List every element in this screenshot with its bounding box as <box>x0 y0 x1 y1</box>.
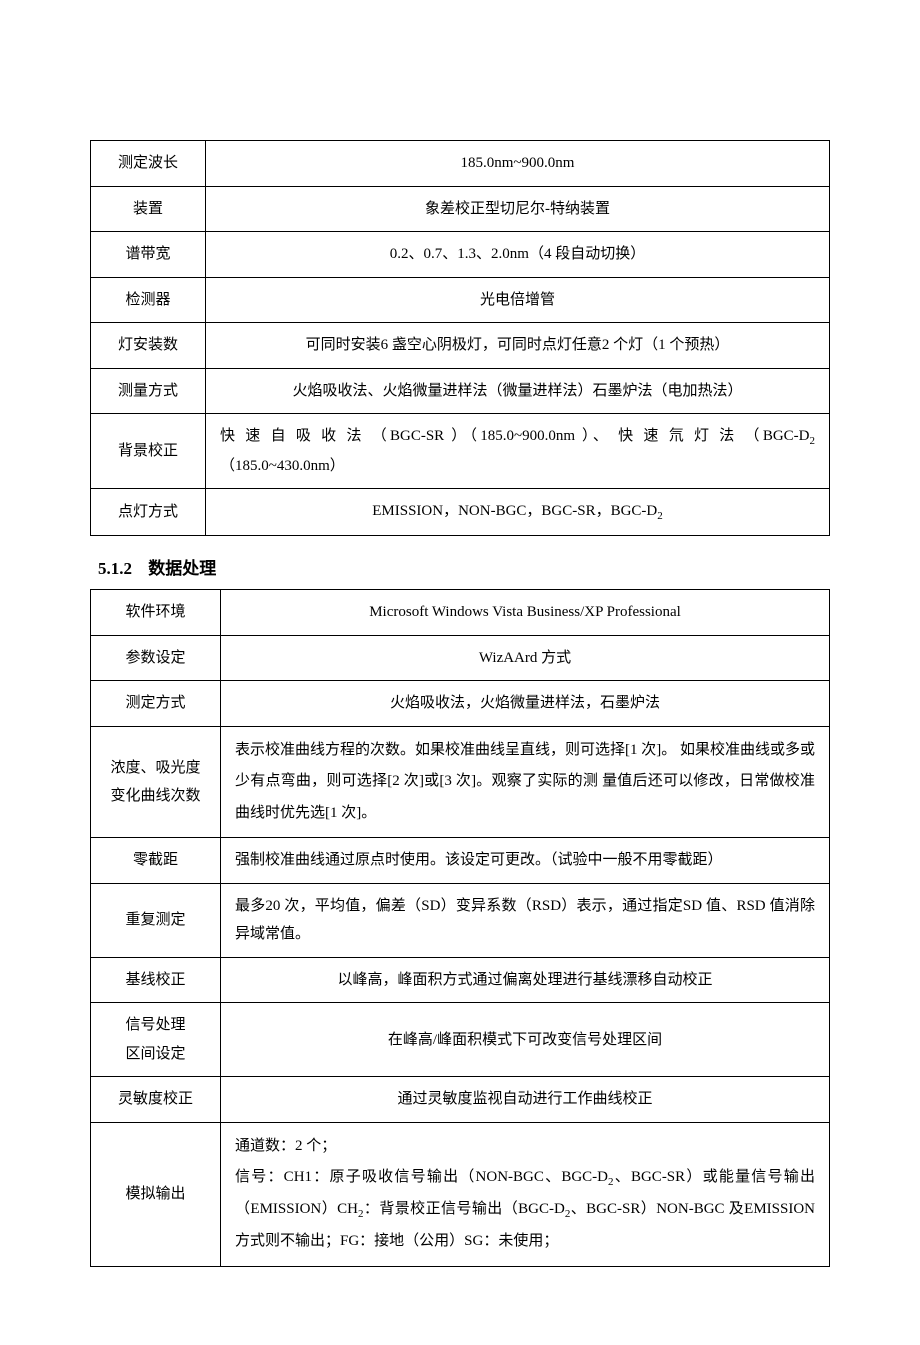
row-label: 重复测定 <box>91 883 221 957</box>
table-row: 灯安装数可同时安装6 盏空心阴极灯，可同时点灯任意2 个灯（1 个预热） <box>91 323 830 369</box>
section-heading: 5.1.2 数据处理 <box>98 554 830 579</box>
row-value: 快 速 自 吸 收 法 （BGC-SR ）（185.0~900.0nm ）、 快… <box>206 414 830 489</box>
table-row: 参数设定WizAArd 方式 <box>91 635 830 681</box>
table-row: 基线校正以峰高，峰面积方式通过偏离处理进行基线漂移自动校正 <box>91 957 830 1003</box>
row-value: 强制校准曲线通过原点时使用。该设定可更改。（试验中一般不用零截距） <box>221 838 830 884</box>
row-label: 模拟输出 <box>91 1122 221 1266</box>
table-row: 浓度、吸光度变化曲线次数表示校准曲线方程的次数。如果校准曲线呈直线，则可选择[1… <box>91 726 830 838</box>
row-value: 0.2、0.7、1.3、2.0nm（4 段自动切换） <box>206 232 830 278</box>
table-row: 模拟输出通道数：2 个；信号：CH1：原子吸收信号输出（NON-BGC、BGC-… <box>91 1122 830 1266</box>
row-label: 谱带宽 <box>91 232 206 278</box>
table-row: 软件环境Microsoft Windows Vista Business/XP … <box>91 590 830 636</box>
table-row: 检测器光电倍增管 <box>91 277 830 323</box>
row-label: 浓度、吸光度变化曲线次数 <box>91 726 221 838</box>
row-label: 测量方式 <box>91 368 206 414</box>
table-row: 测定方式火焰吸收法，火焰微量进样法，石墨炉法 <box>91 681 830 727</box>
row-value: 185.0nm~900.0nm <box>206 141 830 187</box>
row-value: 以峰高，峰面积方式通过偏离处理进行基线漂移自动校正 <box>221 957 830 1003</box>
row-value: 在峰高/峰面积模式下可改变信号处理区间 <box>221 1003 830 1077</box>
row-value: 火焰吸收法，火焰微量进样法，石墨炉法 <box>221 681 830 727</box>
row-label: 装置 <box>91 186 206 232</box>
row-label: 软件环境 <box>91 590 221 636</box>
table-row: 背景校正快 速 自 吸 收 法 （BGC-SR ）（185.0~900.0nm … <box>91 414 830 489</box>
table-row: 测定波长185.0nm~900.0nm <box>91 141 830 187</box>
row-label: 灵敏度校正 <box>91 1077 221 1123</box>
row-label: 检测器 <box>91 277 206 323</box>
table-row: 点灯方式EMISSION，NON-BGC，BGC-SR，BGC-D2 <box>91 489 830 536</box>
row-label: 基线校正 <box>91 957 221 1003</box>
row-value: 表示校准曲线方程的次数。如果校准曲线呈直线，则可选择[1 次]。 如果校准曲线或… <box>221 726 830 838</box>
row-value: 火焰吸收法、火焰微量进样法（微量进样法）石墨炉法（电加热法） <box>206 368 830 414</box>
table-row: 信号处理区间设定在峰高/峰面积模式下可改变信号处理区间 <box>91 1003 830 1077</box>
row-value: 最多20 次，平均值，偏差（SD）变异系数（RSD）表示，通过指定SD 值、RS… <box>221 883 830 957</box>
spec-table-1: 测定波长185.0nm~900.0nm装置象差校正型切尼尔-特纳装置谱带宽0.2… <box>90 140 830 536</box>
row-label: 背景校正 <box>91 414 206 489</box>
row-value: WizAArd 方式 <box>221 635 830 681</box>
row-value: 通过灵敏度监视自动进行工作曲线校正 <box>221 1077 830 1123</box>
section-number: 5.1.2 <box>98 559 132 578</box>
row-label: 测定方式 <box>91 681 221 727</box>
row-label: 零截距 <box>91 838 221 884</box>
row-value: 通道数：2 个；信号：CH1：原子吸收信号输出（NON-BGC、BGC-D2、B… <box>221 1122 830 1266</box>
row-value: 可同时安装6 盏空心阴极灯，可同时点灯任意2 个灯（1 个预热） <box>206 323 830 369</box>
row-label: 测定波长 <box>91 141 206 187</box>
spec-table-2: 软件环境Microsoft Windows Vista Business/XP … <box>90 589 830 1267</box>
table-row: 灵敏度校正通过灵敏度监视自动进行工作曲线校正 <box>91 1077 830 1123</box>
table-row: 重复测定最多20 次，平均值，偏差（SD）变异系数（RSD）表示，通过指定SD … <box>91 883 830 957</box>
section-title: 数据处理 <box>148 559 216 578</box>
table-row: 零截距强制校准曲线通过原点时使用。该设定可更改。（试验中一般不用零截距） <box>91 838 830 884</box>
row-value: Microsoft Windows Vista Business/XP Prof… <box>221 590 830 636</box>
table-row: 装置象差校正型切尼尔-特纳装置 <box>91 186 830 232</box>
table-row: 谱带宽0.2、0.7、1.3、2.0nm（4 段自动切换） <box>91 232 830 278</box>
row-value: 象差校正型切尼尔-特纳装置 <box>206 186 830 232</box>
table-row: 测量方式火焰吸收法、火焰微量进样法（微量进样法）石墨炉法（电加热法） <box>91 368 830 414</box>
row-value: 光电倍增管 <box>206 277 830 323</box>
row-value: EMISSION，NON-BGC，BGC-SR，BGC-D2 <box>206 489 830 536</box>
row-label: 灯安装数 <box>91 323 206 369</box>
row-label: 点灯方式 <box>91 489 206 536</box>
row-label: 参数设定 <box>91 635 221 681</box>
row-label: 信号处理区间设定 <box>91 1003 221 1077</box>
